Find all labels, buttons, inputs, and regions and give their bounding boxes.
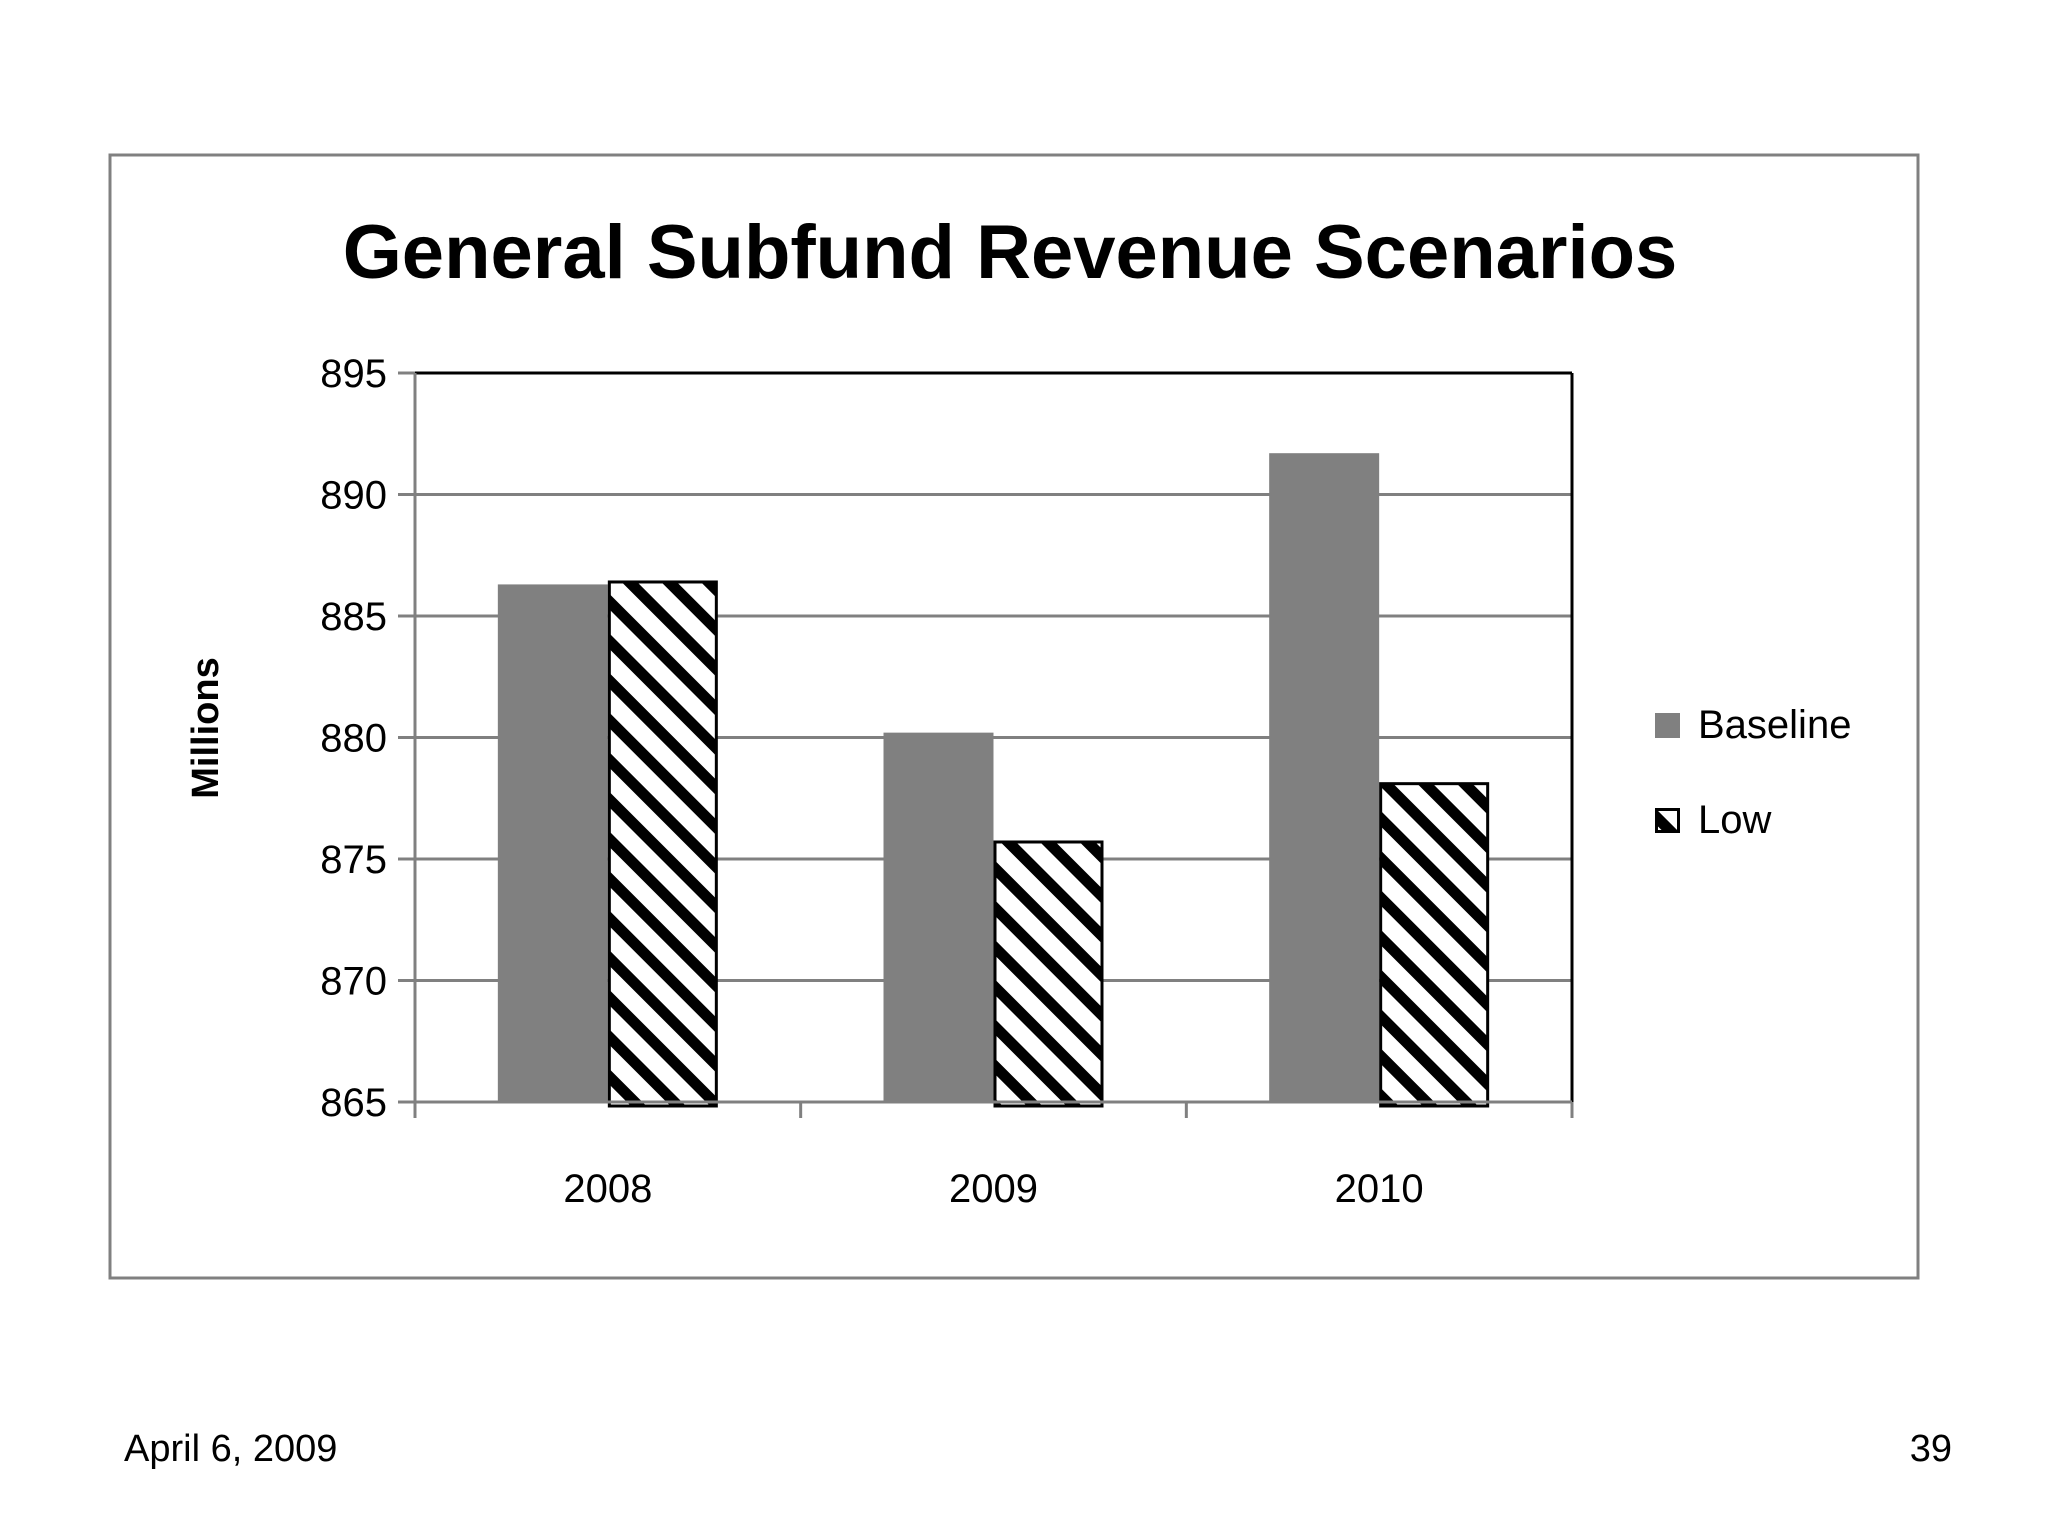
bar-baseline-2009 [883, 732, 994, 1102]
bar-baseline-2008 [497, 584, 608, 1102]
bar-low-2010 [1379, 782, 1490, 1108]
slide-date: April 6, 2009 [124, 1428, 338, 1470]
y-tick-label: 870 [320, 960, 387, 1004]
legend-label-baseline: Baseline [1698, 703, 1851, 747]
legend-label-low: Low [1698, 798, 1771, 842]
y-tick-label: 890 [320, 474, 387, 518]
y-tick-label: 865 [320, 1081, 387, 1125]
legend-swatch-baseline [1655, 713, 1680, 738]
bar-low-2008 [607, 580, 718, 1108]
y-axis-label: Millions [185, 657, 227, 798]
bar-low-2009 [993, 840, 1104, 1108]
x-tick-label: 2009 [949, 1167, 1038, 1211]
legend: Baseline Low [1655, 703, 1851, 842]
y-tick-label: 885 [320, 595, 387, 639]
bars [497, 453, 1490, 1108]
y-tick-label: 895 [320, 352, 387, 396]
chart-title: General Subfund Revenue Scenarios [343, 210, 1678, 295]
x-tick-label: 2008 [563, 1167, 652, 1211]
axes [398, 371, 1574, 1118]
legend-swatch-low [1655, 808, 1680, 833]
tick-labels: 865 870 875 880 885 890 895 2008 2009 2010 [320, 352, 1423, 1211]
y-tick-label: 880 [320, 717, 387, 761]
bar-baseline-2010 [1269, 453, 1380, 1102]
slide-page-number: 39 [1909, 1428, 1952, 1470]
y-tick-label: 875 [320, 838, 387, 882]
x-tick-label: 2010 [1335, 1167, 1424, 1211]
